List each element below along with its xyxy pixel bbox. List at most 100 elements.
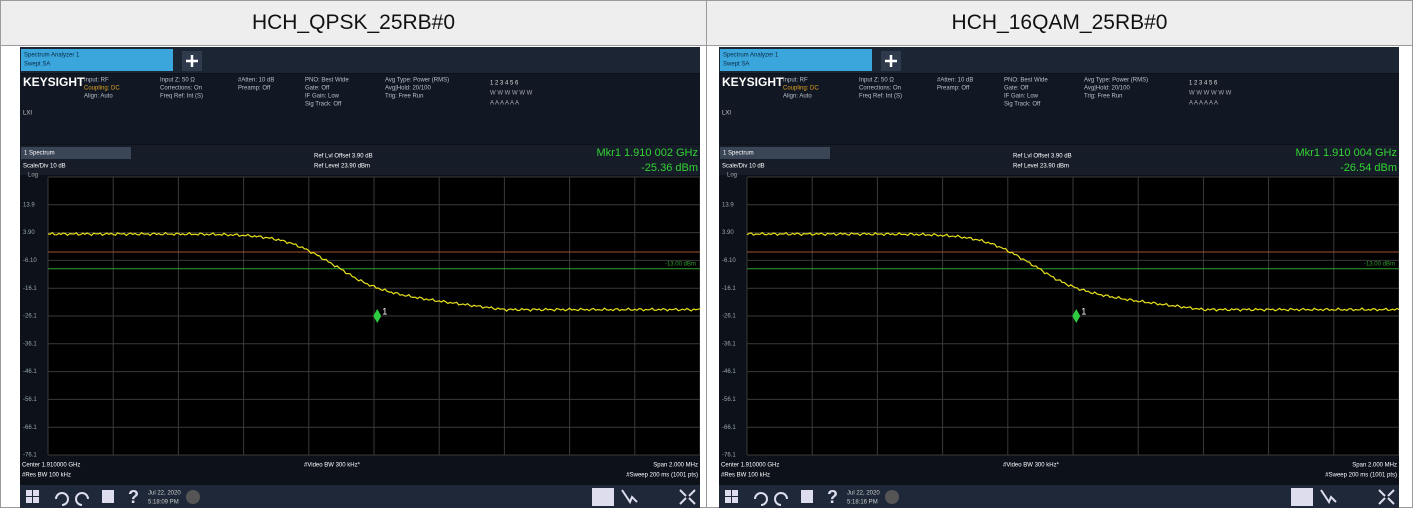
help-button[interactable]: ? xyxy=(128,487,139,507)
file-button[interactable] xyxy=(801,490,813,503)
y-label: 13.9 xyxy=(23,202,35,208)
setting-text: Align: Auto xyxy=(84,94,113,100)
trace-indicator: A A A A A A xyxy=(1189,101,1218,107)
setting-text: Freq Ref: Int (S) xyxy=(859,94,902,100)
log-label: Log xyxy=(28,173,38,179)
y-label: -66.1 xyxy=(722,425,736,431)
settings-area xyxy=(719,74,1399,144)
video-bandwidth: #Video BW 300 kHz* xyxy=(304,463,361,469)
file-button[interactable] xyxy=(102,490,114,503)
limit-label: -13.00 dBm xyxy=(1364,261,1395,267)
message-button[interactable] xyxy=(186,490,200,504)
tab-title: Spectrum Analyzer 1 xyxy=(24,53,80,59)
setting-text: Gate: Off xyxy=(305,86,330,92)
trace-indicator: W W W W W W xyxy=(490,91,533,97)
settings-area xyxy=(20,74,700,144)
date: Jul 22, 2020 xyxy=(148,491,181,497)
y-label: -56.1 xyxy=(23,397,37,403)
keypad-button[interactable] xyxy=(592,488,614,506)
y-label: 3.90 xyxy=(722,230,734,236)
center-frequency: Center 1.910000 GHz xyxy=(721,463,779,469)
tab-title: Spectrum Analyzer 1 xyxy=(723,53,779,59)
y-label: -56.1 xyxy=(722,397,736,403)
setting-text: Avg Type: Power (RMS) xyxy=(1084,78,1148,84)
y-label: -6.10 xyxy=(722,258,736,264)
time: 5:18:16 PM xyxy=(847,500,878,506)
setting-text: Avg Type: Power (RMS) xyxy=(385,78,449,84)
date: Jul 22, 2020 xyxy=(847,491,880,497)
setting-text: Input: RF xyxy=(783,78,808,84)
setting-text: Preamp: Off xyxy=(937,86,970,92)
setting-text: Input: RF xyxy=(84,78,109,84)
video-bandwidth: #Video BW 300 kHz* xyxy=(1003,463,1060,469)
setting-text: Corrections: On xyxy=(160,86,202,92)
setting-text: Freq Ref: Int (S) xyxy=(160,94,203,100)
y-label: 13.9 xyxy=(722,202,734,208)
y-label: -36.1 xyxy=(722,341,736,347)
sweep: #Sweep 200 ms (1001 pts) xyxy=(626,473,698,479)
marker-number: 1 xyxy=(1081,306,1086,316)
span: Span 2.000 MHz xyxy=(1352,463,1397,469)
trace-indicator: 1 2 3 4 5 6 xyxy=(1189,81,1218,87)
y-label: -26.1 xyxy=(722,314,736,320)
y-label: -76.1 xyxy=(722,453,736,459)
y-label: -16.1 xyxy=(23,286,37,292)
setting-text: #Atten: 10 dB xyxy=(937,78,973,84)
span: Span 2.000 MHz xyxy=(653,463,698,469)
port: LXI xyxy=(23,111,32,117)
setting-text: PNO: Best Wide xyxy=(1004,78,1048,84)
marker-frequency: Mkr1 1.910 002 GHz xyxy=(597,147,699,159)
ref-offset: Ref Lvl Offset 3.90 dB xyxy=(314,154,373,160)
setting-text: Avg|Hold: 20/100 xyxy=(385,86,431,92)
setting-text: Gate: Off xyxy=(1004,86,1029,92)
window-label: 1 Spectrum xyxy=(723,151,754,157)
y-label: -66.1 xyxy=(23,425,37,431)
y-label: -36.1 xyxy=(23,341,37,347)
setting-text: Input Z: 50 Ω xyxy=(859,78,894,84)
y-label: 3.90 xyxy=(23,230,35,236)
scale-label: Scale/Div 10 dB xyxy=(23,164,66,170)
y-label: -46.1 xyxy=(722,369,736,375)
setting-text: Input Z: 50 Ω xyxy=(160,78,195,84)
window-label: 1 Spectrum xyxy=(24,151,55,157)
keypad-button[interactable] xyxy=(1291,488,1313,506)
trace-indicator: W W W W W W xyxy=(1189,91,1232,97)
y-label: -76.1 xyxy=(23,453,37,459)
setting-text: Coupling: DC xyxy=(84,86,120,92)
port: LXI xyxy=(722,111,731,117)
ref-level: Ref Level 23.90 dBm xyxy=(1013,164,1069,170)
brand: KEYSIGHT xyxy=(722,75,784,89)
ref-offset: Ref Lvl Offset 3.90 dB xyxy=(1013,154,1072,160)
setting-text: Sig Track: Off xyxy=(305,102,342,108)
y-label: -16.1 xyxy=(722,286,736,292)
setting-text: Trig: Free Run xyxy=(1084,94,1122,100)
ref-level: Ref Level 23.90 dBm xyxy=(314,164,370,170)
resolution-bandwidth: #Res BW 100 kHz xyxy=(22,473,71,479)
log-label: Log xyxy=(727,173,737,179)
sweep: #Sweep 200 ms (1001 pts) xyxy=(1325,473,1397,479)
marker-level: -26.54 dBm xyxy=(1340,162,1397,174)
setting-text: PNO: Best Wide xyxy=(305,78,349,84)
header-cell: HCH_16QAM_25RB#0 xyxy=(706,0,1413,46)
setting-text: Preamp: Off xyxy=(238,86,271,92)
help-button[interactable]: ? xyxy=(827,487,838,507)
setting-text: Avg|Hold: 20/100 xyxy=(1084,86,1130,92)
setting-text: Coupling: DC xyxy=(783,86,819,92)
time: 5:18:09 PM xyxy=(148,500,179,506)
marker-level: -25.36 dBm xyxy=(641,162,698,174)
trace-indicator: A A A A A A xyxy=(490,101,519,107)
header-cell: HCH_QPSK_25RB#0 xyxy=(0,0,707,46)
setting-text: Corrections: On xyxy=(859,86,901,92)
tab-subtitle: Swept SA xyxy=(24,62,50,68)
image-cell: Spectrum Analyzer 1Swept SAKEYSIGHTLXIIn… xyxy=(706,45,1413,508)
setting-text: #Atten: 10 dB xyxy=(238,78,274,84)
message-button[interactable] xyxy=(885,490,899,504)
scale-label: Scale/Div 10 dB xyxy=(722,164,765,170)
setting-text: Align: Auto xyxy=(783,94,812,100)
setting-text: IF Gain: Low xyxy=(305,94,340,100)
setting-text: IF Gain: Low xyxy=(1004,94,1039,100)
y-label: -26.1 xyxy=(23,314,37,320)
